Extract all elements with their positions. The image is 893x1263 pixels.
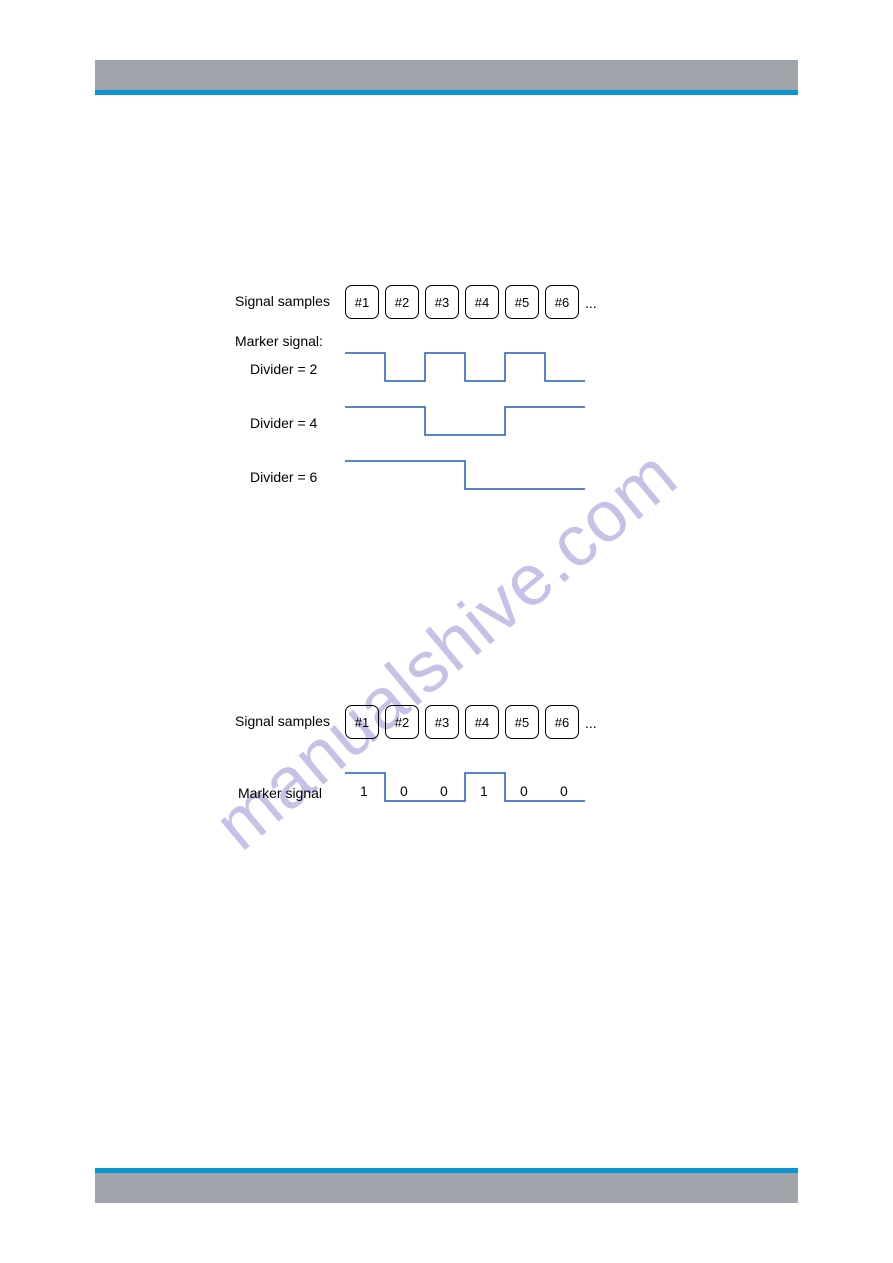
ellipsis: ... xyxy=(585,295,597,311)
divider-4-signal xyxy=(335,401,595,441)
marker-value: 0 xyxy=(560,783,568,799)
sample-box: #5 xyxy=(505,285,539,319)
marker-signal-label: Marker signal xyxy=(238,785,322,801)
sample-box: #1 xyxy=(345,285,379,319)
sample-box: #6 xyxy=(545,285,579,319)
marker-signal-waveform xyxy=(335,767,595,807)
footer-gray-bar xyxy=(95,1173,798,1203)
marker-signal-label: Marker signal: xyxy=(235,333,323,349)
sample-box: #4 xyxy=(465,285,499,319)
signal-samples-label: Signal samples xyxy=(235,713,330,729)
sample-box: #1 xyxy=(345,705,379,739)
header-gray-bar xyxy=(95,60,798,90)
sample-box: #2 xyxy=(385,285,419,319)
divider-4-label: Divider = 4 xyxy=(250,415,317,431)
signal-samples-label: Signal samples xyxy=(235,293,330,309)
marker-value: 1 xyxy=(360,783,368,799)
marker-value: 1 xyxy=(480,783,488,799)
marker-value: 0 xyxy=(400,783,408,799)
divider-2-signal xyxy=(335,347,595,387)
diagram-1: Signal samples #1 #2 #3 #4 #5 #6 ... Mar… xyxy=(235,275,655,525)
sample-box: #3 xyxy=(425,285,459,319)
sample-box: #2 xyxy=(385,705,419,739)
sample-box: #6 xyxy=(545,705,579,739)
divider-6-label: Divider = 6 xyxy=(250,469,317,485)
ellipsis: ... xyxy=(585,715,597,731)
divider-6-signal xyxy=(335,455,595,495)
sample-box: #3 xyxy=(425,705,459,739)
sample-box: #5 xyxy=(505,705,539,739)
sample-box: #4 xyxy=(465,705,499,739)
marker-value: 0 xyxy=(440,783,448,799)
divider-2-label: Divider = 2 xyxy=(250,361,317,377)
marker-value: 0 xyxy=(520,783,528,799)
header-blue-bar xyxy=(95,90,798,95)
diagram-2: Signal samples #1 #2 #3 #4 #5 #6 ... Mar… xyxy=(235,695,655,855)
